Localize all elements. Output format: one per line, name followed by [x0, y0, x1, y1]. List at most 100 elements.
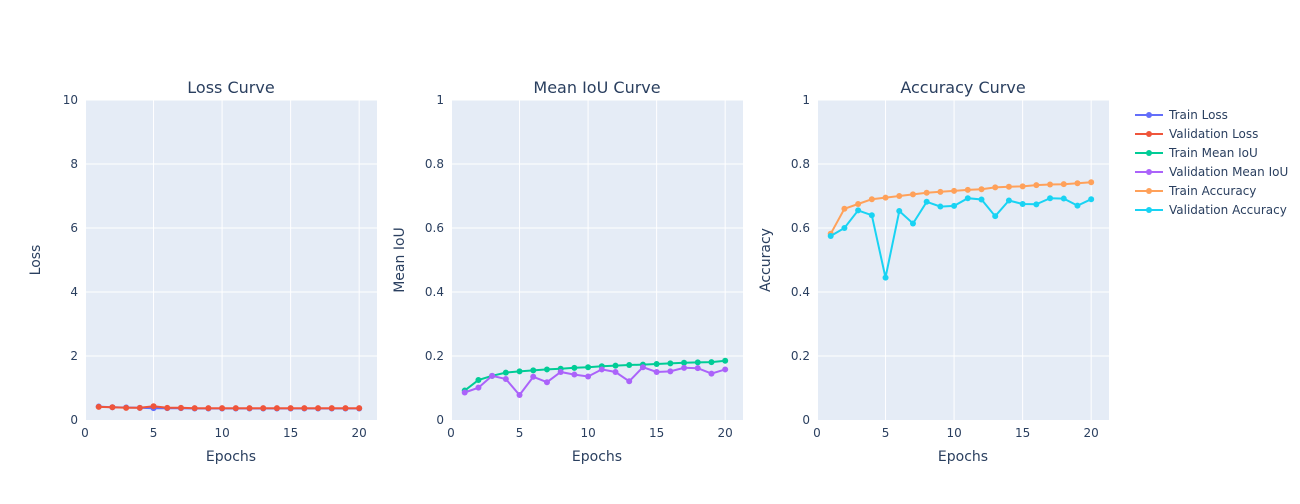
data-point [342, 405, 349, 412]
data-point [708, 359, 715, 366]
data-point [992, 213, 999, 220]
data-point [502, 369, 509, 376]
data-point [205, 405, 212, 412]
data-point [964, 186, 971, 193]
data-point [475, 377, 482, 383]
data-point [992, 184, 999, 191]
data-point [150, 403, 157, 410]
series-train-mean-iou [461, 357, 729, 394]
legend-label: Train Accuracy [1168, 184, 1256, 198]
data-point [827, 233, 834, 239]
x-tick-label: 20 [1084, 426, 1099, 440]
x-axis-title: Epochs [938, 449, 988, 465]
data-point [923, 198, 930, 205]
x-tick-label: 20 [352, 426, 367, 440]
data-point [1033, 182, 1040, 189]
legend-item[interactable]: Validation Accuracy [1135, 203, 1287, 217]
x-tick-label: 0 [447, 426, 455, 440]
data-point [868, 196, 875, 203]
data-point [164, 404, 171, 411]
data-point [585, 364, 592, 371]
data-point [543, 366, 550, 373]
data-point [177, 404, 184, 411]
data-point [964, 195, 971, 202]
data-point [1019, 183, 1026, 190]
data-point [1019, 201, 1026, 207]
data-point [667, 368, 674, 375]
series-validation-loss [95, 403, 363, 412]
data-point [841, 225, 848, 231]
y-tick-label: 1 [802, 93, 810, 107]
data-point [1060, 181, 1067, 188]
data-point [109, 404, 116, 411]
legend-swatch-marker [1146, 131, 1152, 137]
legend-item[interactable]: Validation Loss [1135, 127, 1258, 141]
data-point [653, 369, 660, 375]
x-tick-label: 20 [718, 426, 733, 440]
data-point [1005, 197, 1012, 204]
legend[interactable]: Train Loss Validation Loss Train Mean IoU V… [1135, 108, 1288, 217]
data-point [246, 405, 253, 412]
data-point [855, 201, 862, 207]
data-point [626, 378, 633, 385]
legend-item[interactable]: Train Mean IoU [1135, 146, 1258, 160]
y-tick-label: 10 [63, 93, 78, 107]
data-point [722, 366, 729, 373]
y-tick-label: 6 [70, 221, 78, 235]
data-point [95, 403, 102, 410]
x-tick-label: 10 [214, 426, 229, 440]
data-point [681, 364, 688, 371]
y-tick-label: 0 [436, 413, 444, 427]
data-point [722, 357, 729, 364]
x-tick-label: 10 [580, 426, 595, 440]
data-point [612, 362, 619, 369]
legend-item[interactable]: Validation Mean IoU [1135, 165, 1288, 179]
data-point [585, 373, 592, 380]
data-point [489, 372, 496, 379]
x-axis-title: Epochs [572, 449, 622, 465]
data-point [896, 193, 903, 199]
data-point [530, 373, 537, 380]
x-tick-label: 10 [946, 426, 961, 440]
legend-item[interactable]: Train Loss [1135, 108, 1228, 122]
data-point [612, 369, 619, 375]
y-tick-label: 1 [436, 93, 444, 107]
plot-area [817, 100, 1109, 420]
y-tick-label: 0.8 [425, 157, 444, 171]
y-axis-title: Mean IoU [392, 227, 408, 293]
legend-swatch-marker [1146, 169, 1152, 175]
data-point [653, 361, 660, 367]
data-point [232, 405, 239, 412]
data-point [315, 405, 322, 412]
y-tick-label: 4 [70, 285, 78, 299]
legend-item[interactable]: Train Accuracy [1135, 184, 1256, 198]
legend-swatch-marker [1146, 207, 1152, 213]
y-tick-label: 0.8 [791, 157, 810, 171]
data-point [1088, 196, 1095, 203]
y-tick-label: 0.4 [425, 285, 444, 299]
chart-panel-1: 0 2 4 6 8 10 0 5 10 15 20 Loss Curve Epochs Loss [28, 78, 377, 465]
data-point [841, 205, 848, 212]
data-point [571, 364, 578, 371]
data-point [273, 405, 280, 412]
data-point [356, 405, 363, 412]
legend-label: Train Mean IoU [1168, 146, 1258, 160]
legend-swatch-marker [1146, 188, 1152, 194]
data-point [461, 389, 468, 396]
y-axis-title: Accuracy [758, 228, 774, 292]
data-point [123, 404, 130, 411]
legend-label: Validation Mean IoU [1169, 165, 1288, 179]
data-point [260, 405, 267, 412]
data-point [530, 367, 537, 374]
data-point [626, 361, 633, 368]
data-point [136, 404, 143, 411]
data-point [301, 405, 308, 412]
x-tick-label: 15 [1015, 426, 1030, 440]
data-point [502, 376, 509, 383]
data-point [1047, 195, 1054, 202]
x-tick-label: 5 [150, 426, 158, 440]
data-point [951, 202, 958, 209]
data-point [1047, 181, 1054, 188]
